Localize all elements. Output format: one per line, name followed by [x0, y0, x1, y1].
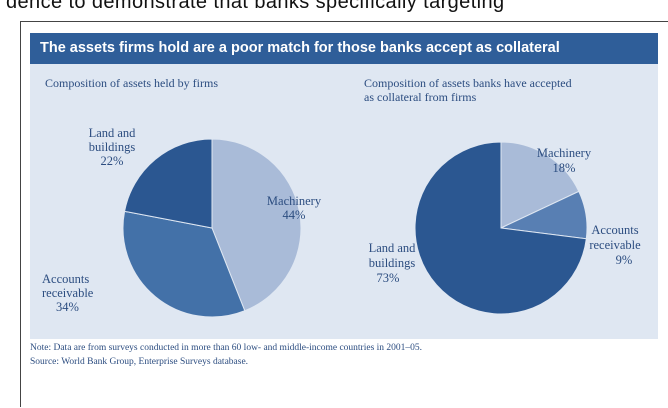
- chart1-pie: [122, 138, 302, 318]
- chart2-pie: [414, 141, 588, 315]
- chart2-label-land-buildings-value: 73%: [377, 271, 400, 285]
- figure-title: The assets firms hold are a poor match f…: [30, 33, 658, 64]
- chart-panel: Composition of assets held by firms Comp…: [30, 64, 658, 339]
- figure-notes: Note: Data are from surveys conducted in…: [30, 339, 658, 408]
- chart1-slice-land-and-buildings: [123, 138, 213, 229]
- chart2-slice-land-and-buildings: [414, 141, 587, 315]
- chart1-label-accounts-line1: Accounts: [42, 272, 89, 286]
- chart1-slice-accounts-receivable: [122, 210, 246, 318]
- chart2-slice-machinery: [500, 141, 580, 229]
- chart1-label-machinery: Machinery: [267, 194, 322, 208]
- chart2-label-machinery: Machinery: [537, 146, 592, 160]
- note-text: Note: Data are from surveys conducted in…: [30, 343, 423, 353]
- charts-svg: Composition of assets held by firms Comp…: [42, 76, 641, 318]
- chart1-label-land-buildings-line2: buildings: [89, 140, 136, 154]
- chart1-label-land-buildings-value: 22%: [101, 154, 124, 168]
- chart2-label-accounts-value: 9%: [616, 253, 633, 267]
- chart2-label-accounts-line1: Accounts: [591, 223, 638, 237]
- chart1-title: Composition of assets held by firms: [45, 76, 218, 90]
- chart1-label-machinery-value: 44%: [283, 208, 306, 222]
- source-text: Source: World Bank Group, Enterprise Sur…: [30, 357, 249, 367]
- chart2-label-accounts-line2: receivable: [589, 238, 641, 252]
- chart2-title-line1: Composition of assets banks have accepte…: [364, 76, 572, 90]
- chart2-label-land-buildings-line2: buildings: [369, 256, 416, 270]
- chart2-label-land-buildings-line1: Land and: [369, 241, 417, 255]
- figure-box: The assets firms hold are a poor match f…: [20, 21, 668, 408]
- chart1-label-accounts-line2: receivable: [42, 286, 94, 300]
- chart2-label-machinery-value: 18%: [553, 161, 576, 175]
- page-body-text: dence to demonstrate that banks specific…: [6, 0, 505, 13]
- chart2-title-line2: as collateral from firms: [364, 90, 477, 104]
- chart1-slice-machinery: [211, 138, 302, 312]
- chart1-label-accounts-value: 34%: [56, 300, 79, 314]
- chart1-label-land-buildings-line1: Land and: [89, 126, 137, 140]
